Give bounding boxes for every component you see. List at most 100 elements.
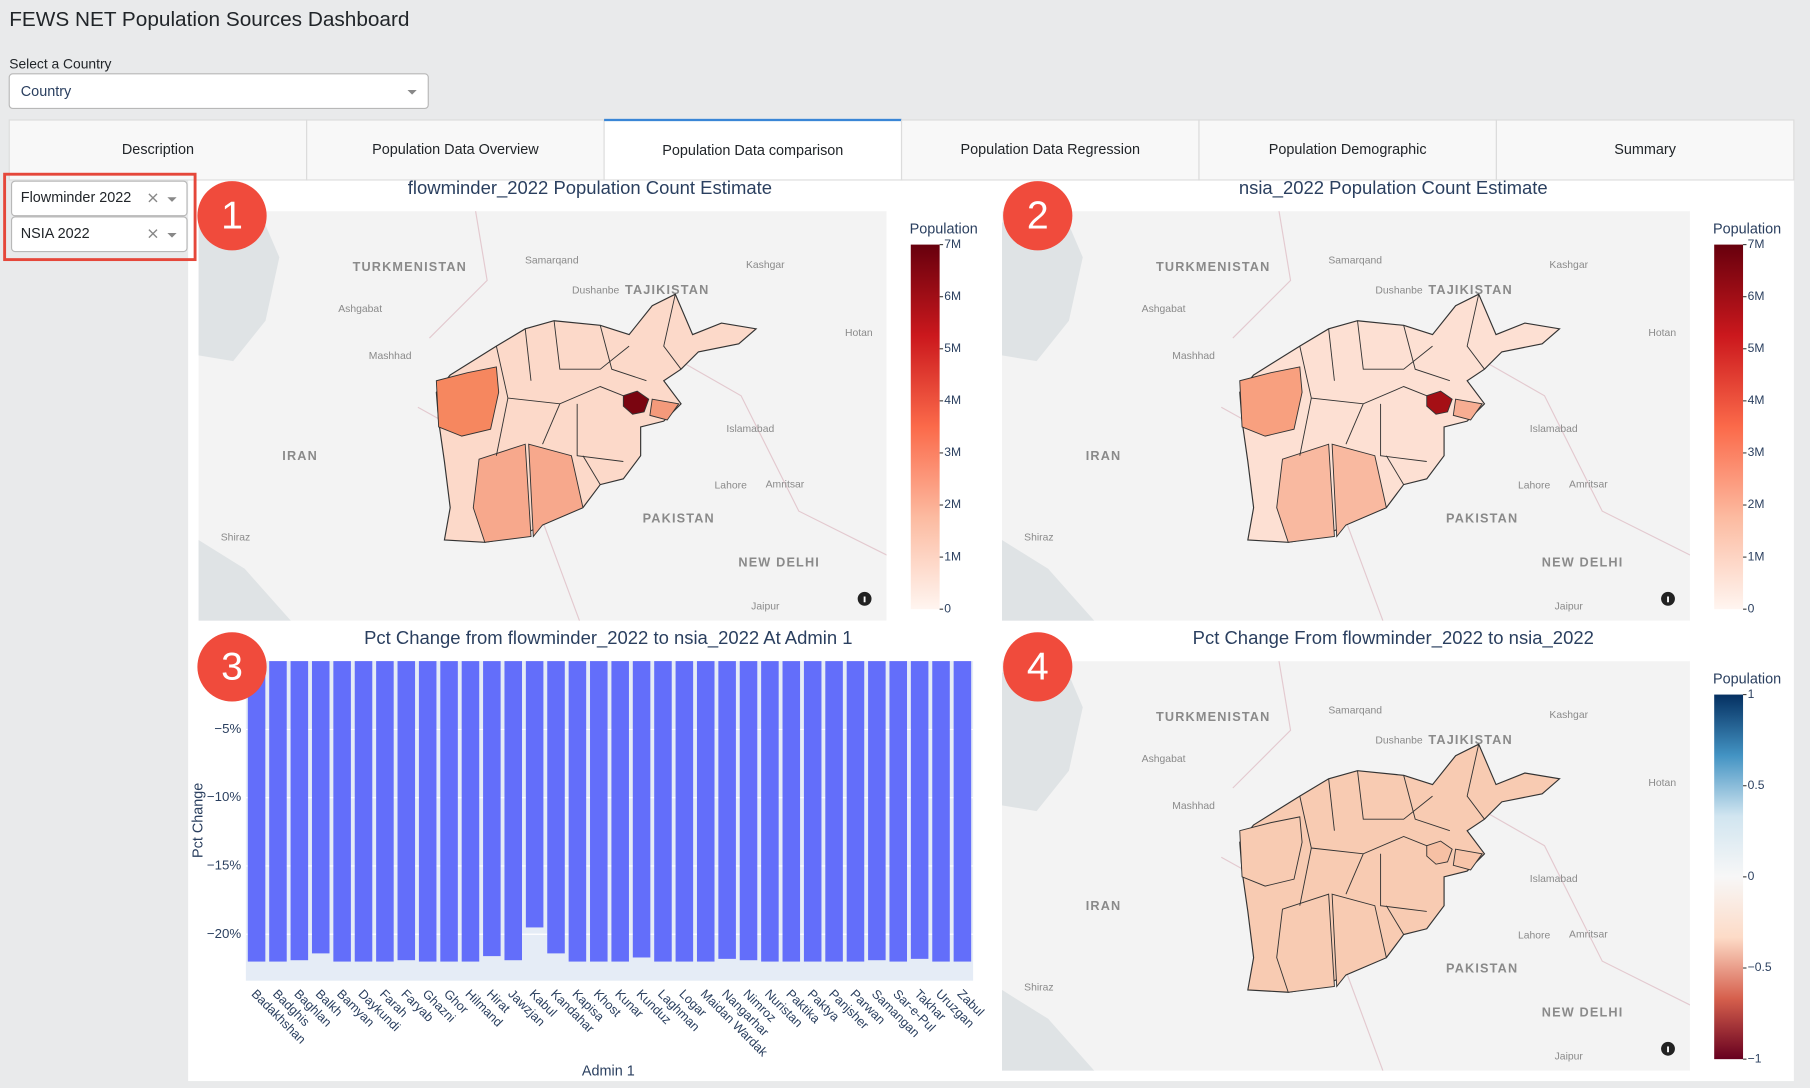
bar [740, 661, 758, 960]
bar [825, 661, 843, 961]
colorbar-tick-label: 2M [1748, 497, 1765, 511]
map-place: Hotan [845, 328, 873, 339]
map: TURKMENISTANSamarqandTAJIKISTANKashgarAs… [1002, 211, 1695, 621]
map-place: PAKISTAN [1446, 512, 1518, 526]
colorbar-tick-label: 4M [944, 393, 961, 407]
colorbar-tick-label: 7M [944, 237, 961, 251]
colorbar [1714, 695, 1743, 1060]
map-place: PAKISTAN [1446, 962, 1518, 976]
dropdown-placeholder: Country [21, 84, 72, 100]
bar [333, 661, 351, 961]
map-place: TAJIKISTAN [1428, 733, 1512, 747]
bar [440, 661, 458, 961]
colorbar-tick-label: 5M [944, 341, 961, 355]
source-selects: Flowminder 2022NSIA 2022 [12, 181, 187, 251]
chart-title: nsia_2022 Population Count Estimate [1239, 177, 1548, 199]
colorbar-tick-label: 3M [944, 445, 961, 459]
colorbar-tick-label: 7M [1748, 237, 1765, 251]
bar [355, 661, 373, 961]
map-place: Dushanbe [572, 285, 620, 296]
map-place: IRAN [282, 449, 318, 463]
bar [419, 661, 437, 961]
tab-label[interactable]: Description [122, 142, 194, 158]
bar [868, 661, 886, 960]
bar [697, 661, 715, 961]
map-place: Shiraz [1024, 982, 1053, 993]
map-place: Kashgar [1549, 260, 1588, 271]
y-tick-label: −20% [207, 926, 242, 941]
province [473, 444, 531, 542]
country-label: Select a Country [9, 55, 111, 71]
bar [569, 661, 587, 961]
bar [504, 661, 522, 960]
map-place: PAKISTAN [643, 512, 715, 526]
badge-label: 2 [1027, 193, 1049, 237]
tab[interactable]: Population Data Overview [307, 120, 604, 180]
colorbar-tick-label: −0.5 [1748, 960, 1772, 974]
map-place: IRAN [1086, 899, 1122, 913]
map-place: Kashgar [1549, 710, 1588, 721]
country-dropdown[interactable]: Country [9, 74, 428, 109]
map-place: Jaipur [1555, 1052, 1584, 1063]
bar [783, 661, 801, 961]
bar [633, 661, 651, 957]
map-place: Islamabad [726, 424, 774, 435]
info-glyph [1667, 1046, 1669, 1052]
colorbar-tick-label: 1 [1748, 687, 1755, 701]
bar [654, 661, 672, 961]
tab-label[interactable]: Population Data Regression [961, 142, 1140, 158]
colorbar-tick-label: 6M [1748, 289, 1765, 303]
dropdown-box[interactable] [9, 74, 428, 109]
map-place: Samarqand [1328, 255, 1382, 266]
bar [291, 661, 309, 960]
colorbar-tick-label: 0 [1748, 601, 1755, 615]
y-tick-label: −5% [214, 721, 241, 736]
source-select[interactable]: NSIA 2022 [12, 217, 187, 252]
colorbar-tick-label: 5M [1748, 341, 1765, 355]
badge-label: 3 [221, 645, 243, 689]
tab[interactable]: Population Data comparison [604, 119, 901, 180]
map-place: Kashgar [746, 260, 785, 271]
tab[interactable]: Population Demographic [1199, 120, 1496, 180]
map-place: Amritsar [766, 479, 805, 490]
bar [312, 661, 330, 953]
province [1277, 444, 1335, 542]
map-place: NEW DELHI [1542, 1005, 1624, 1019]
map-place: NEW DELHI [1542, 555, 1624, 569]
bar [676, 661, 694, 961]
map-place: Dushanbe [1375, 285, 1423, 296]
info-glyph [864, 596, 866, 602]
source-select[interactable]: Flowminder 2022 [12, 181, 187, 216]
tab[interactable]: Summary [1496, 120, 1793, 180]
map-place: Lahore [1518, 930, 1551, 941]
page-title: FEWS NET Population Sources Dashboard [9, 8, 409, 31]
colorbar-tick-label: 3M [1748, 445, 1765, 459]
tab-label[interactable]: Population Demographic [1269, 142, 1427, 158]
map-place: Hotan [1648, 778, 1676, 789]
bar [889, 661, 907, 961]
colorbar-tick-label: 0 [944, 601, 951, 615]
tab-label[interactable]: Summary [1614, 142, 1676, 158]
colorbar-tick-label: 2M [944, 497, 961, 511]
bar [547, 661, 565, 953]
tab[interactable]: Description [9, 120, 306, 180]
bar [761, 661, 779, 961]
tab-label[interactable]: Population Data Overview [372, 142, 539, 158]
map-place: Ashgabat [1142, 754, 1186, 765]
bar [269, 661, 287, 961]
map-place: Shiraz [1024, 532, 1053, 543]
map-place: Jaipur [1555, 602, 1584, 613]
map-place: Samarqand [1328, 705, 1382, 716]
colorbar-tick-label: 0.5 [1748, 778, 1765, 792]
tab-label[interactable]: Population Data comparison [662, 143, 843, 159]
map-place: Islamabad [1530, 424, 1578, 435]
tab[interactable]: Population Data Regression [902, 120, 1199, 180]
map-place: Amritsar [1569, 929, 1608, 940]
colorbar-tick-label: −1 [1748, 1051, 1762, 1065]
map-place: TAJIKISTAN [1428, 283, 1512, 297]
map: TURKMENISTANSamarqandTAJIKISTANKashgarAs… [1002, 661, 1695, 1071]
map-place: Mashhad [1172, 801, 1215, 812]
colorbar-tick-label: 0 [1748, 869, 1755, 883]
map-place: NEW DELHI [738, 555, 820, 569]
